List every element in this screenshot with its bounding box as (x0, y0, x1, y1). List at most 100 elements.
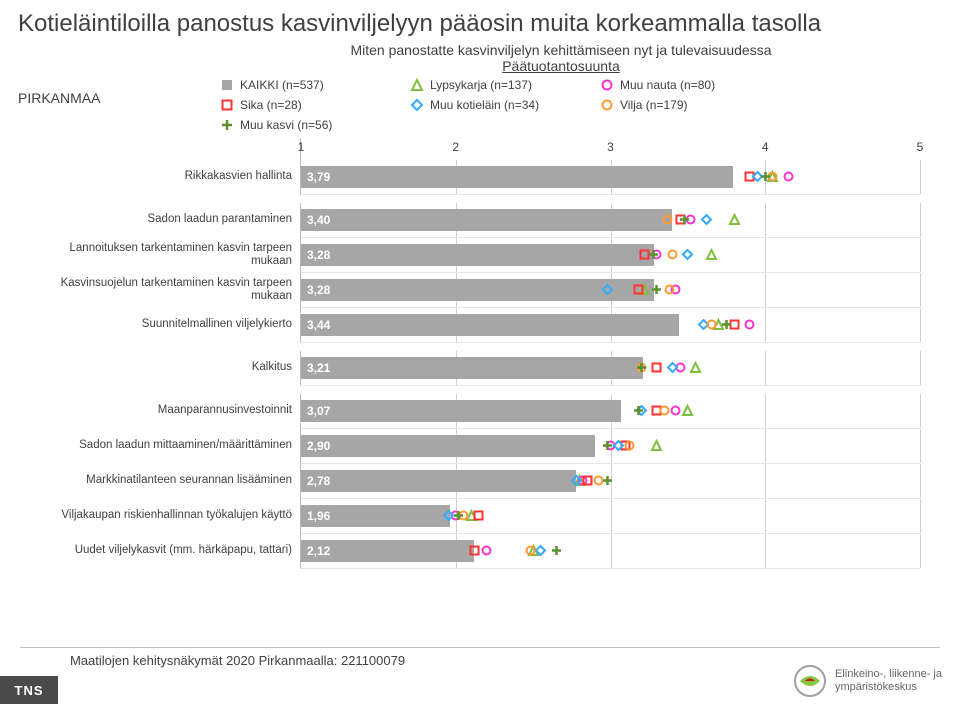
region-label: PIRKANMAA (18, 90, 100, 106)
bar: 3,40 (301, 209, 672, 231)
marker (651, 284, 663, 296)
bar: 2,90 (301, 435, 595, 457)
row-plot: 2,78 (300, 464, 920, 499)
marker (468, 545, 480, 557)
bar-value: 3,21 (307, 361, 330, 375)
marker (666, 249, 678, 261)
marker (632, 284, 644, 296)
axis-tick: 3 (607, 140, 614, 154)
bar-value: 3,28 (307, 248, 330, 262)
marker (782, 171, 794, 183)
marker (473, 510, 485, 522)
marker (744, 319, 756, 331)
marker (524, 545, 536, 557)
marker (632, 405, 644, 417)
legend-item: Muu nauta (n=80) (600, 78, 770, 92)
marker (635, 362, 647, 374)
marker (535, 545, 547, 557)
bar: 3,79 (301, 166, 733, 188)
row-plot: 3,07 (300, 394, 920, 429)
chart-row: Sadon laadun mittaaminen/määrittäminen2,… (40, 429, 920, 464)
bar: 3,44 (301, 314, 679, 336)
legend: KAIKKI (n=537) Lypsykarja (n=137) Muu naut… (0, 74, 960, 138)
subtitle-line2: Päätuotantosuunta (180, 58, 942, 74)
marker (728, 214, 740, 226)
marker (659, 405, 671, 417)
bar-value: 2,78 (307, 474, 330, 488)
row-plot: 3,79 (300, 160, 920, 195)
tns-logo: TNS (0, 676, 58, 704)
marker (570, 475, 582, 487)
row-plot: 3,44 (300, 308, 920, 343)
marker (721, 319, 733, 331)
marker (601, 284, 613, 296)
subtitle: Miten panostatte kasvinviljelyn kehittäm… (0, 40, 960, 74)
row-plot: 3,28 (300, 273, 920, 308)
chart-row: Viljakaupan riskienhallinnan työkalujen … (40, 499, 920, 534)
marker (682, 249, 694, 261)
marker (651, 362, 663, 374)
chart-row: Rikkakasvien hallinta 3,79 (40, 160, 920, 195)
axis-row: 12345 (40, 138, 920, 160)
legend-item: Muu kasvi (n=56) (220, 118, 390, 132)
legend-item: KAIKKI (n=537) (220, 78, 390, 92)
legend-item: Sika (n=28) (220, 98, 390, 112)
marker (662, 214, 674, 226)
legend-item: Lypsykarja (n=137) (410, 78, 580, 92)
marker (550, 545, 562, 557)
row-label: Rikkakasvien hallinta (40, 170, 300, 183)
marker (601, 440, 613, 452)
chart-row: Sadon laadun parantaminen 3,40 (40, 203, 920, 238)
logo-text: Elinkeino-, liikenne- jaympäristökeskus (835, 668, 942, 693)
bar-value: 3,28 (307, 283, 330, 297)
chart-row: Uudet viljelykasvit (mm. härkäpapu, tatt… (40, 534, 920, 569)
legend-label: Vilja (n=179) (620, 98, 688, 112)
row-plot: 3,28 (300, 238, 920, 273)
row-plot: 3,21 (300, 351, 920, 386)
bar-value: 1,96 (307, 509, 330, 523)
marker (682, 405, 694, 417)
marker (690, 362, 702, 374)
row-plot: 1,96 (300, 499, 920, 534)
row-label: Markkinatilanteen seurannan lisääminen (40, 474, 300, 487)
chart-row: Suunnitelmallinen viljelykierto3,44 (40, 308, 920, 343)
legend-item: Vilja (n=179) (600, 98, 770, 112)
row-label: Uudet viljelykasvit (mm. härkäpapu, tatt… (40, 544, 300, 557)
footer-logo: Elinkeino-, liikenne- jaympäristökeskus (793, 664, 942, 698)
row-label: Sadon laadun mittaaminen/määrittäminen (40, 439, 300, 452)
chart-row: Maanparannusinvestoinnit3,07 (40, 394, 920, 429)
legend-label: Sika (n=28) (240, 98, 302, 112)
axis-tick: 1 (298, 140, 305, 154)
bar: 3,21 (301, 357, 643, 379)
bar-value: 3,07 (307, 404, 330, 418)
row-label: Sadon laadun parantaminen (40, 213, 300, 226)
marker (663, 284, 675, 296)
ely-icon (793, 664, 827, 698)
row-label: Lannoituksen tarkentaminen kasvin tarpee… (40, 242, 300, 268)
bar-value: 2,12 (307, 544, 330, 558)
marker (669, 405, 681, 417)
page-title: Kotieläintiloilla panostus kasvinviljely… (0, 0, 960, 40)
bar-value: 3,44 (307, 318, 330, 332)
chart: 12345 Rikkakasvien hallinta3,79Sadon laa… (40, 138, 920, 569)
marker (453, 510, 465, 522)
legend-label: KAIKKI (n=537) (240, 78, 324, 92)
marker (759, 171, 771, 183)
bar: 2,78 (301, 470, 576, 492)
axis-plot: 12345 (300, 138, 920, 160)
bar-value: 3,40 (307, 213, 330, 227)
axis-tick: 4 (762, 140, 769, 154)
row-label: Kalkitus (40, 361, 300, 374)
bar-value: 3,79 (307, 170, 330, 184)
marker (651, 440, 663, 452)
legend-item: Muu kotieläin (n=34) (410, 98, 580, 112)
legend-label: Muu nauta (n=80) (620, 78, 715, 92)
row-label: Kasvinsuojelun tarkentaminen kasvin tarp… (40, 277, 300, 303)
marker (601, 475, 613, 487)
footer-text: Maatilojen kehitysnäkymät 2020 Pirkanmaa… (70, 653, 405, 668)
chart-row: Kasvinsuojelun tarkentaminen kasvin tarp… (40, 273, 920, 308)
row-plot: 2,12 (300, 534, 920, 569)
bar: 3,07 (301, 400, 621, 422)
row-plot: 2,90 (300, 429, 920, 464)
marker (666, 362, 678, 374)
